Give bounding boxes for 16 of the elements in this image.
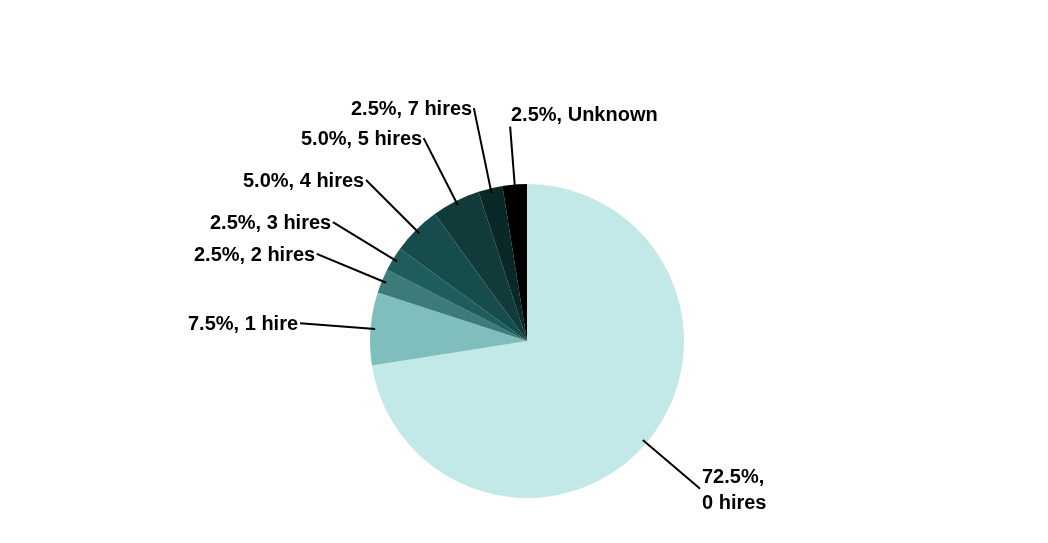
pie-slice xyxy=(478,185,527,341)
pie-slice xyxy=(387,248,527,341)
pie-slice xyxy=(370,292,527,366)
slice-label: 5.0%, 4 hires xyxy=(243,169,365,191)
slice-label: 2.5%, Unknown xyxy=(511,103,658,125)
slice-label: 2.5%, 7 hires xyxy=(351,97,473,119)
pie-slice xyxy=(371,184,684,498)
slice-label: 2.5%, 2 hires xyxy=(194,243,316,265)
pie-slice xyxy=(434,191,527,341)
slice-label: 0 hires xyxy=(702,491,767,513)
slice-label: 5.0%, 5 hires xyxy=(301,127,423,149)
slice-label: 2.5%, 3 hires xyxy=(210,211,332,233)
slice-label: 7.5%, 1 hire xyxy=(188,312,299,334)
pie-slice xyxy=(399,213,527,341)
pie-slice xyxy=(377,269,527,341)
data-label: 72.5%, xyxy=(702,465,765,487)
